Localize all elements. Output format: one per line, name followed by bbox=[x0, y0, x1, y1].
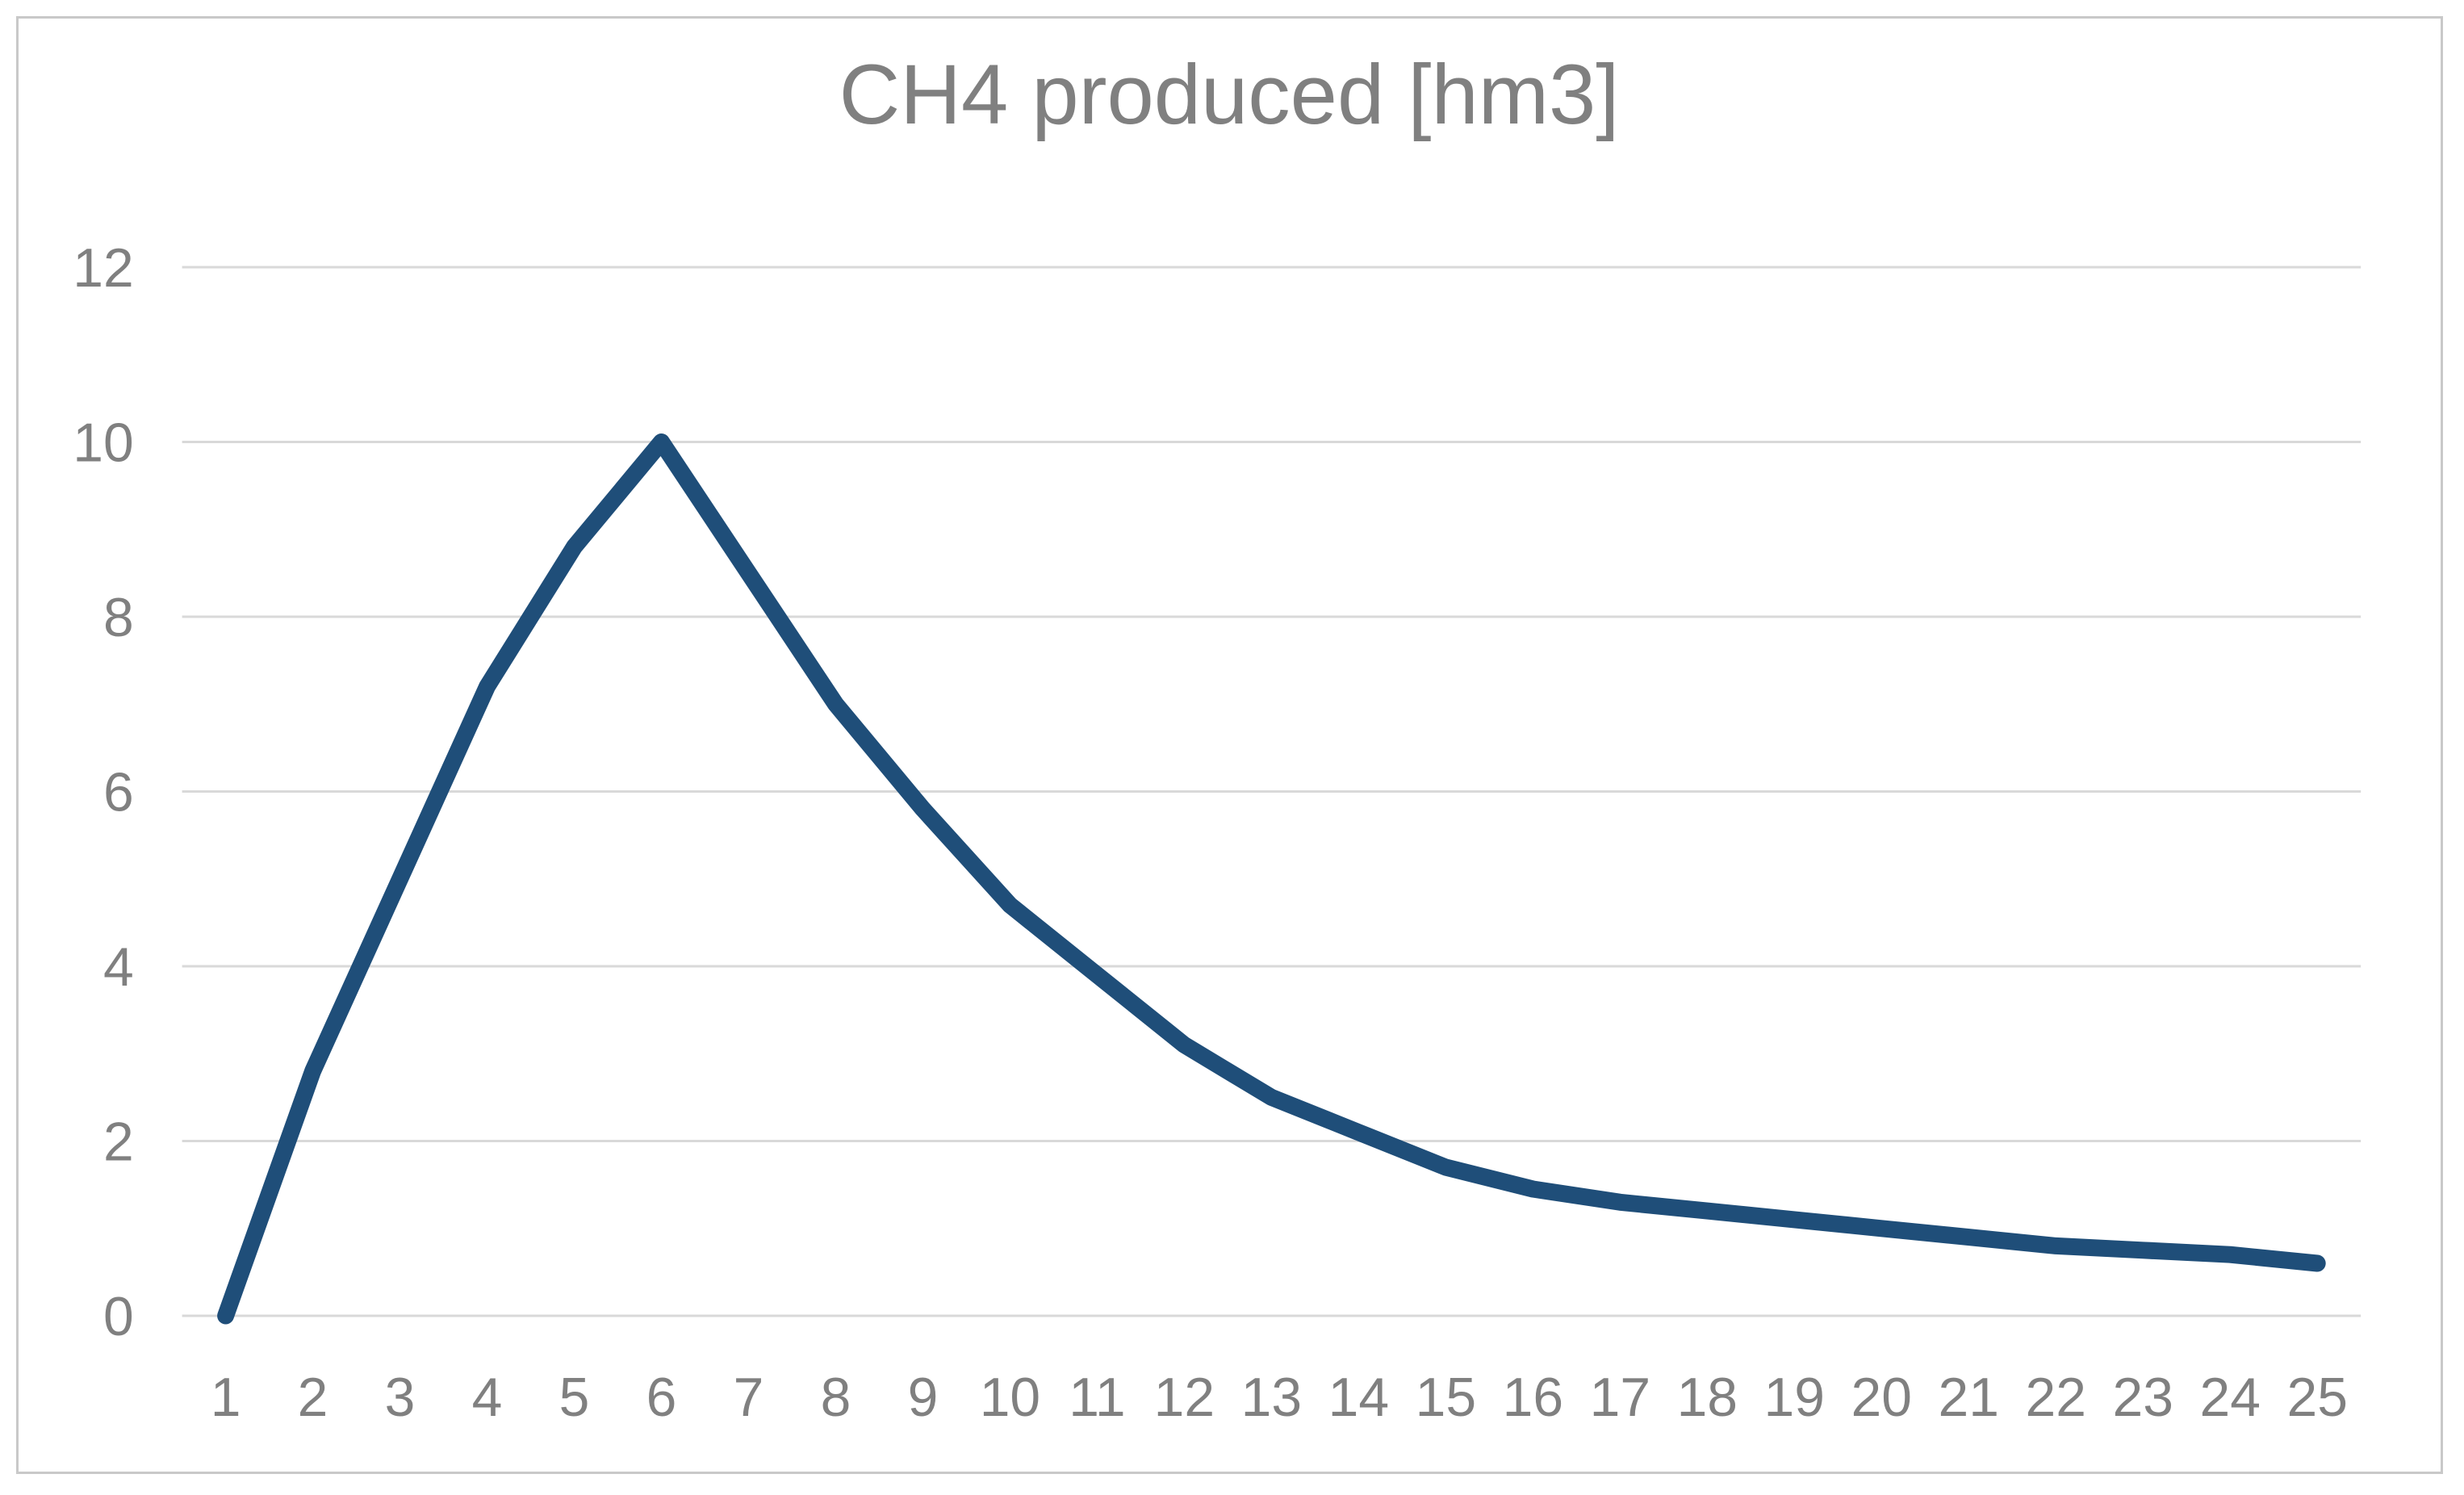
x-tick-label-8: 8 bbox=[821, 1367, 851, 1428]
x-tick-label-18: 18 bbox=[1677, 1367, 1738, 1428]
x-tick-label-3: 3 bbox=[385, 1367, 416, 1428]
x-tick-label-19: 19 bbox=[1764, 1367, 1825, 1428]
x-tick-label-13: 13 bbox=[1241, 1367, 1302, 1428]
x-tick-label-1: 1 bbox=[211, 1367, 241, 1428]
x-tick-label-9: 9 bbox=[908, 1367, 939, 1428]
x-tick-label-23: 23 bbox=[2112, 1367, 2173, 1428]
x-tick-label-25: 25 bbox=[2286, 1367, 2347, 1428]
y-tick-label-10: 10 bbox=[73, 412, 133, 473]
x-tick-label-24: 24 bbox=[2199, 1367, 2260, 1428]
x-axis-labels: 1 2 3 4 5 6 7 8 9 10 11 12 13 14 15 16 17 18 19 20 21 22 23 24 2… bbox=[211, 1367, 2348, 1428]
series-group bbox=[217, 433, 2326, 1325]
y-tick-label-4: 4 bbox=[103, 937, 134, 998]
x-tick-label-6: 6 bbox=[646, 1367, 677, 1428]
x-tick-label-16: 16 bbox=[1503, 1367, 1563, 1428]
x-tick-label-5: 5 bbox=[559, 1367, 590, 1428]
x-tick-label-11: 11 bbox=[1069, 1367, 1125, 1428]
x-tick-label-10: 10 bbox=[980, 1367, 1040, 1428]
x-tick-label-20: 20 bbox=[1851, 1367, 1912, 1428]
x-tick-label-7: 7 bbox=[734, 1367, 764, 1428]
gridlines bbox=[182, 266, 2362, 1317]
x-tick-label-22: 22 bbox=[2026, 1367, 2086, 1428]
y-tick-label-8: 8 bbox=[103, 588, 134, 648]
series-line-0 bbox=[217, 433, 2326, 1325]
y-tick-label-12: 12 bbox=[73, 238, 133, 299]
x-tick-label-21: 21 bbox=[1939, 1367, 1999, 1428]
chart-frame: CH4 produced [hm3] 0 2 4 6 8 10 12 1 2 3 4 5 6 7 8 9 10… bbox=[16, 16, 2443, 1474]
y-axis-labels: 0 2 4 6 8 10 12 bbox=[73, 238, 133, 1347]
x-tick-label-2: 2 bbox=[298, 1367, 328, 1428]
y-tick-label-0: 0 bbox=[103, 1287, 134, 1347]
x-tick-label-14: 14 bbox=[1328, 1367, 1389, 1428]
x-tick-label-17: 17 bbox=[1590, 1367, 1650, 1428]
x-tick-label-12: 12 bbox=[1154, 1367, 1215, 1428]
x-tick-label-4: 4 bbox=[472, 1367, 503, 1428]
y-tick-label-6: 6 bbox=[103, 762, 134, 823]
x-tick-label-15: 15 bbox=[1416, 1367, 1476, 1428]
chart-title: CH4 produced [hm3] bbox=[839, 48, 1620, 142]
y-tick-label-2: 2 bbox=[103, 1112, 134, 1172]
